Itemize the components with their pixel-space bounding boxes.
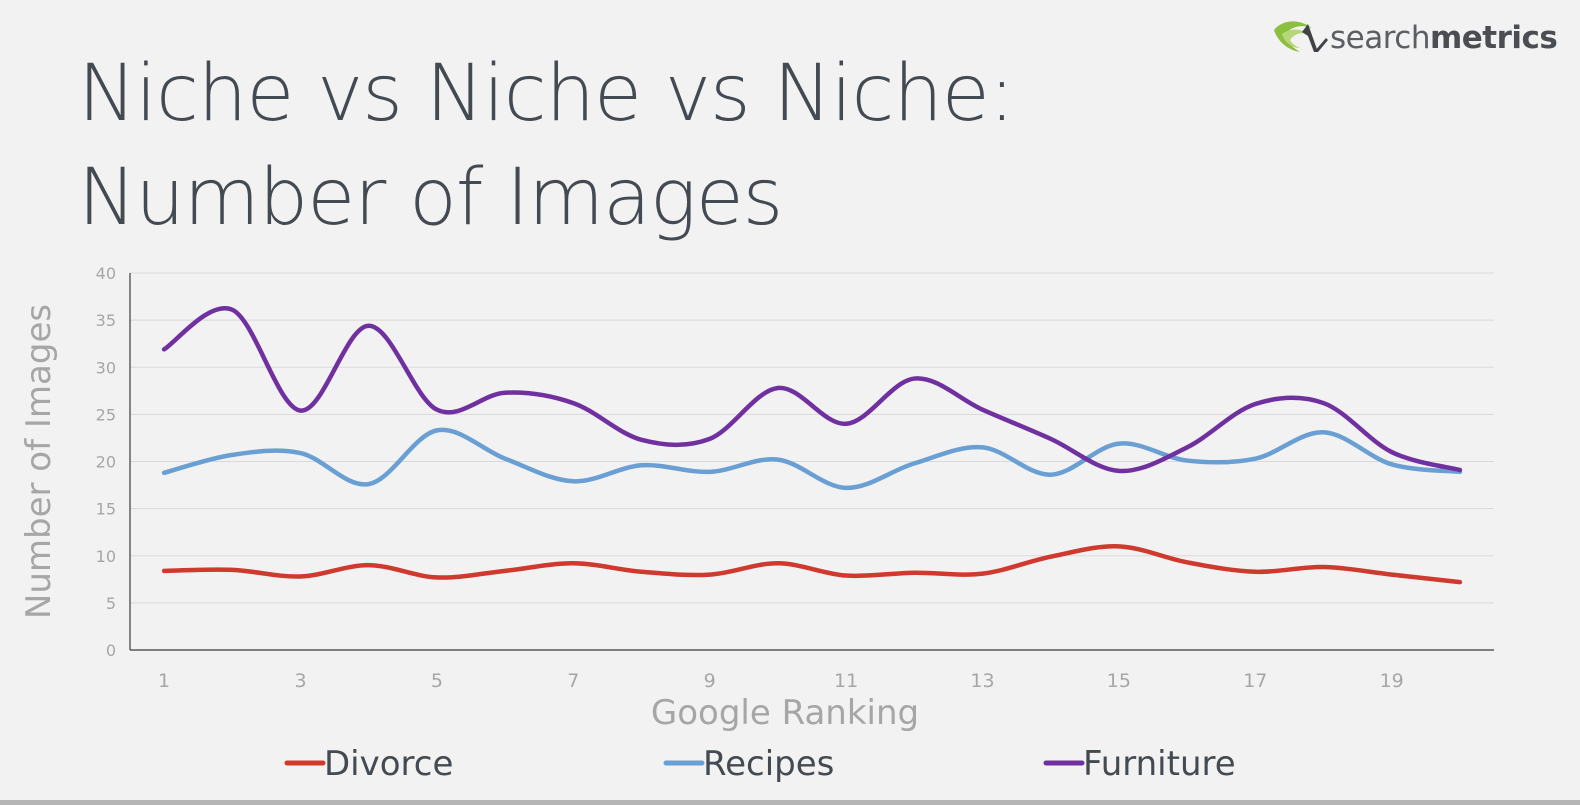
x-tick-label: 13	[970, 670, 994, 692]
bottom-divider	[0, 800, 1580, 805]
x-tick-label: 11	[834, 670, 858, 692]
x-axis-label: Google Ranking	[651, 693, 919, 733]
legend-label: Furniture	[1083, 744, 1236, 784]
y-tick-label: 10	[96, 547, 116, 566]
x-tick-label: 15	[1107, 670, 1131, 692]
x-tick-label: 7	[567, 670, 579, 692]
logo-wordmark: searchmetrics	[1330, 20, 1558, 56]
logo-text-light: search	[1330, 20, 1430, 56]
x-tick-label: 3	[294, 670, 306, 692]
y-tick-label: 15	[96, 500, 116, 519]
y-tick-label: 35	[96, 311, 116, 330]
series-line-furniture	[161, 305, 1463, 474]
legend-label: Divorce	[324, 744, 453, 784]
searchmetrics-logo: searchmetrics	[1272, 18, 1558, 62]
x-tick-label: 9	[704, 670, 716, 692]
title-line-1: Niche vs Niche vs Niche:	[78, 49, 1015, 139]
series-lines	[161, 305, 1463, 585]
legend-item-furniture: Furniture	[1043, 744, 1236, 784]
y-axis-label: Number of Images	[19, 304, 59, 619]
legend-item-divorce: Divorce	[284, 744, 453, 784]
y-tick-label: 30	[96, 358, 116, 377]
logo-text-bold: metrics	[1429, 20, 1558, 56]
y-tick-label: 25	[96, 405, 116, 424]
logo-swoosh-icon	[1274, 21, 1328, 52]
series-line-divorce	[161, 544, 1463, 585]
x-tick-label: 19	[1380, 670, 1404, 692]
legend-item-recipes: Recipes	[663, 744, 834, 784]
y-tick-label: 20	[96, 453, 116, 472]
grid-lines	[130, 272, 1494, 604]
x-tick-labels: 1 3 5 7 9 11 13 15 17 19	[158, 670, 1404, 692]
legend-label: Recipes	[703, 744, 834, 784]
page-title: Niche vs Niche vs Niche: Number of Image…	[78, 42, 1015, 250]
legend: Divorce Recipes Furniture	[284, 744, 1236, 784]
x-tick-label: 5	[431, 670, 443, 692]
axes	[129, 273, 1494, 651]
title-line-2: Number of Images	[78, 153, 783, 243]
y-tick-labels: 0 5 10 15 20 25 30 35 40	[96, 264, 116, 660]
x-tick-label: 1	[158, 670, 170, 692]
x-tick-label: 17	[1243, 670, 1267, 692]
y-tick-label: 40	[96, 264, 116, 283]
y-tick-label: 0	[106, 641, 116, 660]
series-line-recipes	[161, 427, 1463, 491]
y-tick-label: 5	[106, 594, 116, 613]
